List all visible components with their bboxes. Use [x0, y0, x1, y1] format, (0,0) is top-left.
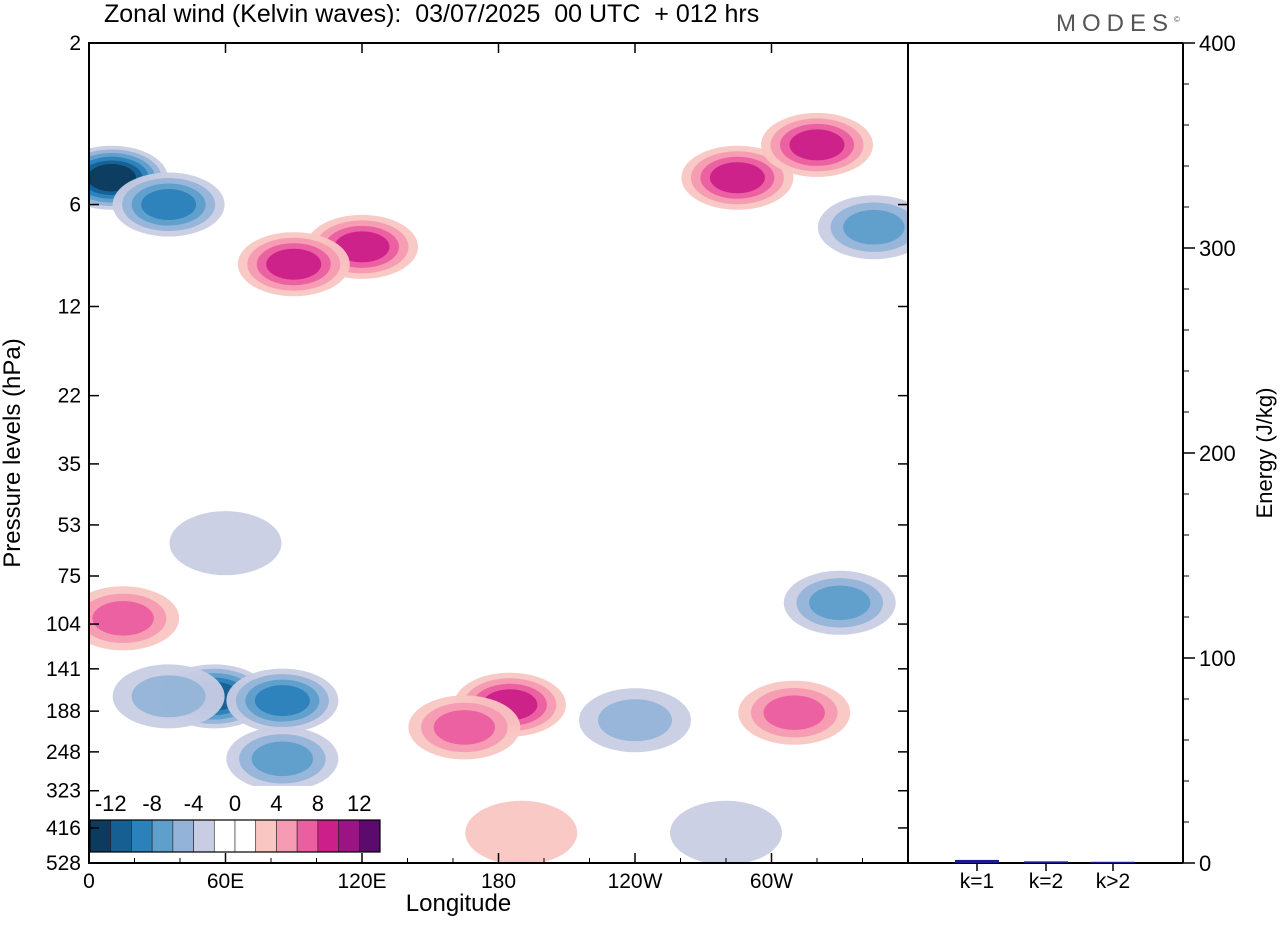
y-tick-label: 141: [46, 658, 81, 681]
x-tick-label: 0: [83, 870, 95, 893]
colorbar-swatch: [213, 819, 236, 853]
colorbar-swatch: [89, 819, 112, 853]
y-axis-title: Pressure levels (hPa): [0, 338, 26, 567]
colorbar-swatch: [193, 819, 215, 853]
y-tick-label: 528: [46, 852, 81, 875]
y-tick-label: 6: [69, 194, 81, 217]
wind-blob-11-level-1: [131, 675, 206, 718]
colorbar-swatch: [255, 819, 277, 853]
wind-blob-5-level-3: [789, 129, 845, 161]
y-tick-label: 35: [58, 453, 81, 476]
brand-name: MODES: [1056, 10, 1175, 37]
y-tick-label: 12: [58, 295, 81, 318]
colorbar: -12 -8 -4 0 4 8 12: [86, 786, 384, 856]
x-tick-label: 60W: [750, 870, 793, 893]
y-tick-label: 22: [58, 385, 81, 408]
wind-blob-10-level-2: [251, 741, 314, 777]
energy-chart: 0 100 200 300 400 Energy (J/kg) k=1 k=2 k>2: [908, 31, 1277, 893]
wind-field: [89, 112, 908, 863]
energy-y-tick-label: 0: [1199, 851, 1211, 876]
wind-blob-7-level-2: [92, 601, 154, 636]
colorbar-label: 0: [229, 791, 241, 816]
wind-blob-0-level-5: [89, 164, 137, 192]
wind-blob-1-level-3: [141, 189, 197, 221]
colorbar-label: -4: [184, 791, 204, 816]
energy-axis-title: Energy (J/kg): [1252, 388, 1277, 519]
x-axis-title: Longitude: [406, 890, 511, 917]
wind-blob-3-level-3: [266, 248, 322, 280]
energy-bar: [1091, 861, 1135, 863]
colorbar-swatch: [317, 819, 339, 853]
wind-blob-16-level-2: [809, 585, 871, 621]
colorbar-swatch: [151, 819, 174, 853]
y-tick-label: 248: [46, 741, 81, 764]
wind-blob-17-level-0: [169, 511, 282, 576]
y-tick-label: 104: [46, 613, 81, 636]
colorbar-label: -8: [142, 791, 162, 816]
colorbar-swatch: [296, 819, 319, 853]
energy-bar: [955, 859, 999, 863]
colorbar-label: 8: [312, 791, 324, 816]
colorbar-swatch: [358, 819, 381, 853]
energy-y-tick-label: 300: [1199, 236, 1236, 261]
wind-blob-6-level-2: [843, 209, 905, 245]
colorbar-label: 12: [347, 791, 371, 816]
energy-category-label: k=1: [960, 870, 994, 893]
x-tick-label: 120W: [608, 870, 663, 893]
brand-logo: MODES©: [1056, 10, 1180, 38]
y-tick-label: 2: [69, 32, 81, 55]
chart-title: Zonal wind (Kelvin waves): 03/07/2025 00…: [104, 0, 760, 28]
y-tick-label: 323: [46, 780, 81, 803]
colorbar-swatch: [110, 819, 132, 853]
colorbar-label: 4: [270, 791, 282, 816]
colorbar-swatch: [276, 819, 298, 853]
y-tick-label: 416: [46, 817, 81, 840]
brand-mark: ©: [1174, 15, 1180, 24]
wind-blob-15-level-2: [763, 695, 825, 730]
energy-y-tick-label: 200: [1199, 441, 1236, 466]
colorbar-swatch: [172, 819, 194, 853]
wind-blob-18-level-0: [670, 800, 782, 863]
y-tick-label: 75: [58, 565, 81, 588]
energy-y-tick-label: 100: [1199, 646, 1236, 671]
colorbar-swatch: [338, 819, 360, 853]
wind-blob-14-level-1: [598, 699, 672, 742]
y-tick-label: 188: [46, 700, 81, 723]
energy-category-label: k>2: [1096, 870, 1130, 893]
heatmap-axes: 0 60E 120E 180 120W 60W Longitude 2 6 12 22 35 53 75 1…: [0, 32, 909, 917]
wind-blob-19-level-0: [465, 800, 578, 863]
x-tick-label: 120E: [337, 870, 386, 893]
x-tick-label: 180: [481, 870, 516, 893]
energy-y-tick-label: 400: [1199, 31, 1236, 56]
colorbar-label: -12: [95, 791, 127, 816]
y-tick-label: 53: [58, 514, 81, 537]
colorbar-swatch: [131, 819, 153, 853]
energy-bar: [1024, 861, 1068, 863]
x-tick-label: 60E: [207, 870, 244, 893]
wind-blob-13-level-2: [433, 710, 496, 745]
energy-category-label: k=2: [1029, 870, 1063, 893]
wind-blob-2-level-3: [334, 231, 390, 263]
colorbar-swatch: [234, 819, 257, 853]
wind-blob-9-level-3: [254, 685, 310, 717]
wind-blob-4-level-3: [709, 162, 765, 194]
